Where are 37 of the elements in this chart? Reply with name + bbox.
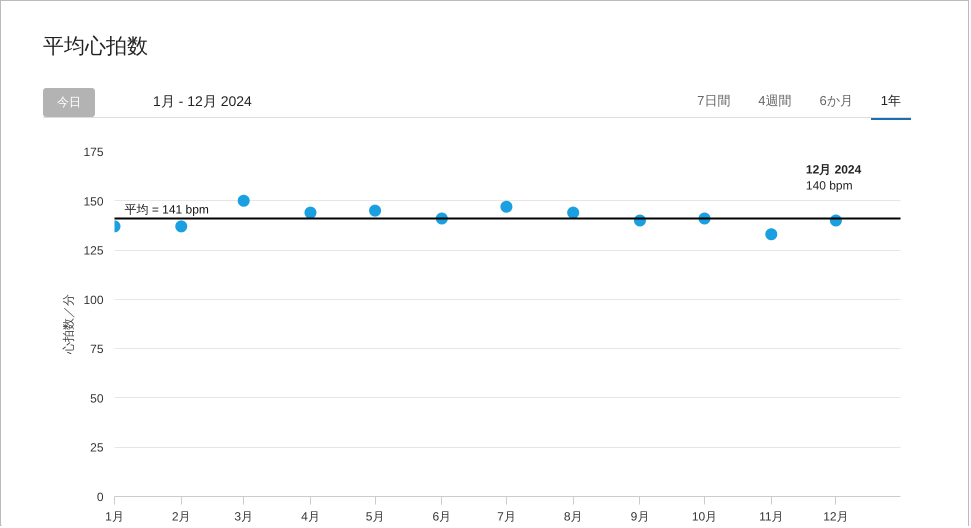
x-tick-label: 9月: [630, 510, 650, 524]
x-tick-label: 7月: [497, 510, 516, 524]
text: 今日: [43, 88, 95, 118]
x-tick-label: 6月: [432, 510, 452, 524]
y-axis-title: 心拍数／分: [61, 294, 76, 355]
x-tick-label: 11月: [759, 510, 784, 524]
text: 6か月: [818, 92, 854, 110]
y-tick-label: 50: [90, 391, 104, 406]
y-tick-label: 75: [90, 342, 104, 356]
text: 7日間: [696, 92, 732, 110]
point: [567, 206, 580, 219]
y-tick-label: 25: [90, 440, 104, 455]
x-tick-label: 4月: [301, 510, 320, 524]
y-tick-label: 150: [83, 194, 104, 208]
x-tick-label: 12月: [823, 510, 849, 524]
x-tick-label: 5月: [366, 510, 384, 524]
text: 1月 - 12月 2024: [153, 93, 252, 109]
annotation: 12月 2024 140 bpm: [806, 162, 862, 192]
text: 1年: [870, 88, 911, 120]
point: [765, 228, 778, 240]
point: [304, 206, 316, 219]
y-tick-label: 125: [83, 244, 104, 258]
y-tick-label: 0: [96, 490, 104, 504]
ref-line-label: 平均 = 141 bpm: [124, 202, 209, 217]
point: [500, 200, 512, 213]
x-tick-label: 10月: [692, 510, 718, 524]
x-tick-label: 8月: [564, 510, 583, 524]
y-tick-label: 100: [83, 292, 104, 307]
point: [175, 220, 188, 232]
x-tick-label: 3月: [234, 510, 254, 524]
y-tick-label: 175: [83, 145, 104, 159]
chart-title: 平均心拍数: [43, 34, 149, 60]
point: [369, 204, 382, 217]
x-tick-label: 2月: [172, 510, 191, 524]
text: 4週間: [757, 92, 793, 110]
point: [238, 194, 250, 207]
x-tick-label: 1月: [105, 510, 124, 524]
